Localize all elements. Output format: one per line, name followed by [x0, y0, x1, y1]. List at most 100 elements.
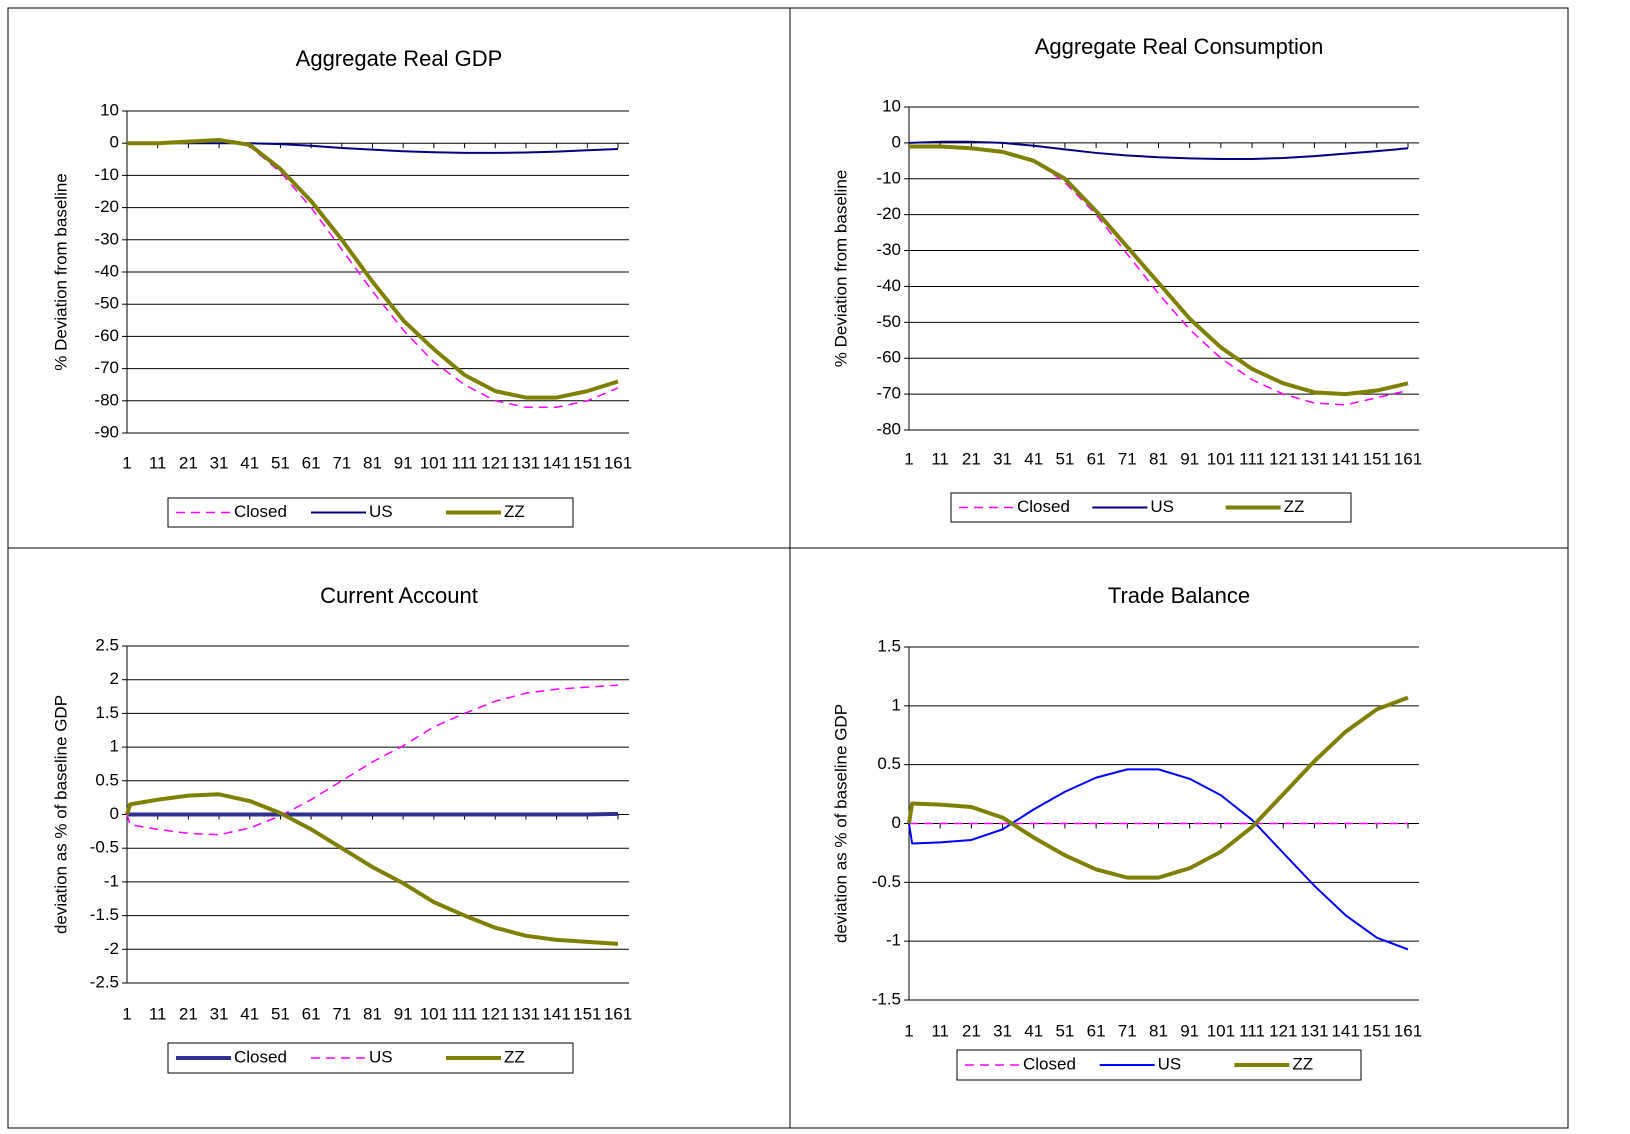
x-tick-label: 161 — [1394, 1021, 1422, 1040]
x-tick-label: 11 — [931, 1021, 949, 1040]
x-tick-label: 21 — [179, 453, 198, 472]
y-axis-label: % Deviation from baseline — [831, 170, 850, 367]
y-tick-label: 2.5 — [95, 635, 119, 654]
x-tick-label: 71 — [1118, 1021, 1137, 1040]
y-tick-label: -1.5 — [872, 989, 901, 1008]
x-tick-label: 11 — [149, 1004, 167, 1023]
x-tick-label: 151 — [573, 453, 601, 472]
y-tick-label: 1.5 — [877, 636, 901, 655]
x-tick-label: 61 — [1087, 1021, 1106, 1040]
y-tick-label: -90 — [94, 422, 119, 441]
chart-title: Aggregate Real Consumption — [1035, 34, 1324, 59]
y-tick-label: 2 — [110, 669, 119, 688]
y-tick-label: -40 — [876, 276, 901, 295]
legend-label: ZZ — [504, 1047, 525, 1066]
x-tick-label: 131 — [1300, 1021, 1328, 1040]
x-tick-label: 111 — [1239, 449, 1265, 468]
y-tick-label: -80 — [876, 419, 901, 438]
y-tick-label: -30 — [876, 240, 901, 259]
x-tick-label: 151 — [1363, 449, 1391, 468]
x-tick-label: 11 — [149, 453, 167, 472]
x-tick-label: 1 — [904, 1021, 913, 1040]
y-tick-label: -70 — [94, 358, 119, 377]
panel-frame — [789, 547, 1569, 1129]
y-tick-label: -1 — [886, 931, 901, 950]
x-tick-label: 131 — [1300, 449, 1328, 468]
x-tick-label: 81 — [363, 1004, 382, 1023]
x-tick-label: 41 — [240, 453, 259, 472]
series-line — [908, 140, 1409, 161]
y-tick-label: 1.5 — [95, 703, 119, 722]
y-tick-label: 0.5 — [877, 754, 901, 773]
y-axis-label: deviation as % of baseline GDP — [831, 704, 850, 943]
legend-label: ZZ — [1292, 1054, 1313, 1073]
x-tick-label: 11 — [931, 449, 949, 468]
y-tick-label: -50 — [876, 312, 901, 331]
x-tick-label: 21 — [962, 1021, 981, 1040]
series-line — [127, 137, 619, 400]
x-tick-label: 111 — [452, 1004, 478, 1023]
legend-box — [950, 492, 1352, 523]
x-tick-label: 31 — [210, 1004, 229, 1023]
legend-label: ZZ — [1284, 497, 1305, 516]
y-tick-label: -70 — [876, 384, 901, 403]
series-line — [908, 768, 1409, 951]
y-tick-label: -10 — [876, 168, 901, 187]
y-tick-label: -40 — [94, 261, 119, 280]
x-tick-label: 1 — [122, 453, 131, 472]
x-tick-label: 161 — [604, 453, 632, 472]
panel-frame — [7, 547, 791, 1129]
x-tick-label: 31 — [210, 453, 229, 472]
chart-title: Aggregate Real GDP — [296, 46, 503, 71]
x-tick-label: 91 — [1180, 1021, 1199, 1040]
x-tick-label: 91 — [1180, 449, 1199, 468]
y-tick-label: -1 — [104, 871, 119, 890]
y-tick-label: 1 — [110, 737, 119, 756]
y-tick-label: -60 — [876, 348, 901, 367]
legend-label: Closed — [1023, 1054, 1076, 1073]
x-tick-label: 1 — [122, 1004, 131, 1023]
x-tick-label: 101 — [420, 453, 448, 472]
x-tick-label: 101 — [1207, 1021, 1235, 1040]
y-tick-label: -2 — [104, 939, 119, 958]
x-tick-label: 41 — [1024, 449, 1043, 468]
y-tick-label: 1 — [892, 695, 901, 714]
y-tick-label: -20 — [94, 197, 119, 216]
x-tick-label: 41 — [1024, 1021, 1043, 1040]
y-tick-label: -20 — [876, 204, 901, 223]
x-tick-label: 81 — [363, 453, 382, 472]
x-tick-label: 81 — [1149, 449, 1168, 468]
y-tick-label: 0 — [892, 132, 901, 151]
chart-title: Current Account — [320, 583, 478, 608]
series-line — [127, 139, 619, 408]
legend-label: ZZ — [504, 502, 525, 521]
x-tick-label: 111 — [1239, 1021, 1265, 1040]
x-tick-label: 91 — [394, 1004, 413, 1023]
x-tick-label: 161 — [604, 1004, 632, 1023]
series-line — [909, 145, 1409, 406]
legend-box — [956, 1049, 1362, 1081]
x-tick-label: 51 — [1055, 449, 1074, 468]
series-line — [909, 144, 1409, 397]
x-tick-label: 61 — [302, 453, 321, 472]
x-tick-label: 61 — [302, 1004, 321, 1023]
x-tick-label: 31 — [993, 449, 1012, 468]
y-tick-label: -80 — [94, 390, 119, 409]
x-tick-label: 51 — [1055, 1021, 1074, 1040]
x-tick-label: 131 — [512, 453, 540, 472]
y-tick-label: -0.5 — [90, 838, 119, 857]
x-tick-label: 121 — [1269, 1021, 1297, 1040]
x-tick-label: 71 — [332, 1004, 351, 1023]
x-tick-label: 31 — [993, 1021, 1012, 1040]
x-tick-label: 101 — [1207, 449, 1235, 468]
legend-box — [167, 497, 574, 528]
x-tick-label: 141 — [542, 453, 570, 472]
x-tick-label: 51 — [271, 1004, 290, 1023]
x-tick-label: 51 — [271, 453, 290, 472]
y-tick-label: -30 — [94, 229, 119, 248]
series-line — [127, 142, 619, 154]
y-tick-label: -60 — [94, 326, 119, 345]
legend-label: Closed — [234, 502, 287, 521]
x-tick-label: 151 — [573, 1004, 601, 1023]
